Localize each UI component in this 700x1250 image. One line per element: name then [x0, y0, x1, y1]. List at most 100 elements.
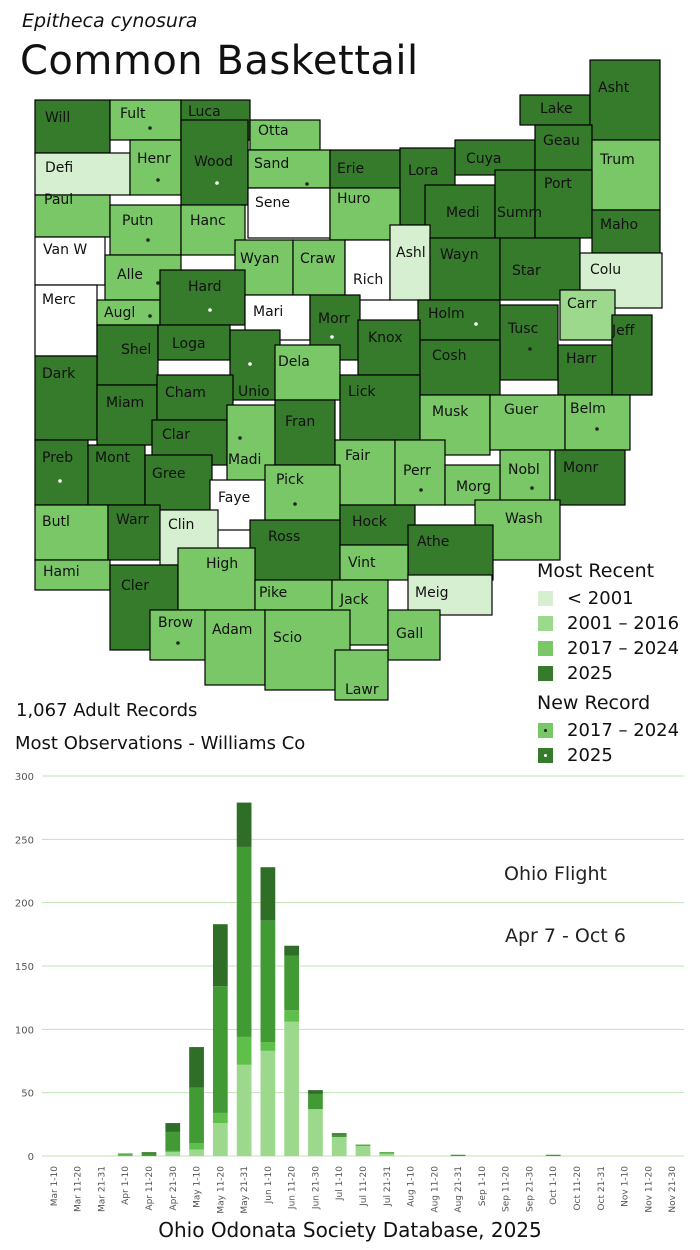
legend-swatch [538, 666, 553, 681]
county-label-van-w: Van W [43, 242, 87, 258]
legend: < 2001 2001 – 2016 2017 – 2024 2025 [538, 586, 679, 686]
county-label-sand: Sand [254, 156, 289, 172]
county-label-cham: Cham [165, 385, 206, 401]
bar-segment [212, 924, 228, 987]
legend-item: 2025 [538, 661, 679, 686]
x-tick-label: Mar 21-31 [97, 1166, 107, 1212]
county-sand [247, 149, 331, 189]
most-observations: Most Observations - Williams Co [15, 733, 306, 754]
county-label-preb: Preb [42, 450, 73, 466]
county-label-carr: Carr [567, 296, 597, 312]
county-lake [519, 94, 591, 126]
bar-segment [260, 1042, 276, 1051]
legend-label: < 2001 [567, 588, 634, 609]
county-label-brow: Brow [158, 615, 193, 631]
county-morg [444, 464, 501, 506]
county-trum [591, 139, 661, 211]
county-label-erie: Erie [337, 161, 364, 177]
x-tick-label: Apr 1-10 [121, 1166, 131, 1205]
bar-segment [284, 1010, 300, 1022]
x-tick-label: Nov 1-10 [621, 1166, 631, 1207]
bar-segment [331, 1134, 347, 1137]
county-label-hock: Hock [352, 514, 388, 530]
county-label-perr: Perr [403, 463, 431, 479]
county-warr [107, 504, 161, 561]
legend-item: 2001 – 2016 [538, 611, 679, 636]
county-fair [334, 439, 396, 506]
county-label-ashl: Ashl [396, 245, 426, 261]
x-tick-label: Oct 1-10 [549, 1166, 559, 1205]
bar-segment [212, 1123, 228, 1156]
bar-segment [165, 1150, 181, 1153]
county-layer [34, 59, 663, 701]
county-label-clar: Clar [162, 427, 190, 443]
county-jeff [611, 314, 653, 396]
x-tick-label: May 21-31 [240, 1166, 250, 1214]
bar-segment [141, 1153, 157, 1156]
bar-segment [165, 1123, 181, 1132]
new-record-dot-nobl [530, 486, 534, 490]
x-tick-label: Apr 21-30 [169, 1166, 179, 1211]
bar-segment [260, 1050, 276, 1156]
scientific-name: Epitheca cynosura [22, 10, 198, 32]
county-port [534, 169, 593, 239]
common-name-title: Common Baskettail [20, 38, 419, 84]
county-cosh [419, 339, 501, 396]
county-label-hanc: Hanc [190, 213, 226, 229]
county-label-wash: Wash [505, 511, 543, 527]
county-meig [407, 574, 493, 616]
county-hami [34, 559, 111, 591]
county-label-dela: Dela [278, 354, 310, 370]
bar-segment [189, 1149, 204, 1156]
county-label-musk: Musk [432, 404, 469, 420]
county-label-cosh: Cosh [432, 348, 467, 364]
county-ashl [389, 224, 431, 301]
county-label-otta: Otta [258, 123, 289, 139]
new-record-dot-augl [148, 314, 152, 318]
county-label-gall: Gall [396, 626, 423, 642]
county-label-morr: Morr [318, 311, 350, 327]
county-label-holm: Holm [428, 306, 465, 322]
bar-segment [236, 1036, 252, 1065]
county-label-pick: Pick [276, 472, 305, 488]
legend-dot-icon [544, 754, 547, 757]
legend-item: 2017 – 2024 [538, 718, 679, 743]
legend-swatch [538, 748, 553, 763]
county-gall [387, 609, 441, 661]
county-nobl [499, 449, 551, 506]
new-record-dot-preb [58, 479, 62, 483]
county-label-warr: Warr [116, 512, 149, 528]
county-wood [180, 119, 249, 206]
county-label-hard: Hard [188, 279, 222, 295]
county-label-belm: Belm [570, 401, 606, 417]
county-label-asht: Asht [598, 80, 630, 96]
county-label-cler: Cler [121, 578, 149, 594]
county-label-fult: Fult [120, 106, 146, 122]
bar-segment [165, 1152, 181, 1156]
x-tick-label: Apr 11-20 [145, 1166, 155, 1211]
county-sene [247, 187, 331, 239]
chart-gridlines: 0 50 100 150 200 250 300 [15, 772, 684, 1163]
bar-segment [260, 920, 276, 1042]
chart-annotation-title: Ohio Flight [504, 863, 607, 885]
x-tick-label: Jun 11-20 [288, 1166, 298, 1210]
bar-segment [189, 1143, 204, 1150]
county-label-guer: Guer [504, 402, 538, 418]
legend-label: 2001 – 2016 [567, 613, 680, 634]
bar-segment [236, 846, 252, 1037]
county-label-high: High [206, 556, 238, 572]
y-tick-label: 250 [15, 835, 34, 846]
county-label-paul: Paul [44, 192, 73, 208]
new-record-dot-hard [208, 308, 212, 312]
x-tick-label: Jul 1-10 [335, 1166, 345, 1201]
county-rich [344, 239, 391, 301]
bar-segment [260, 867, 276, 921]
county-label-mari: Mari [253, 304, 283, 320]
bar-segment [308, 1090, 323, 1094]
county-label-henr: Henr [137, 151, 171, 167]
county-asht [589, 59, 661, 141]
county-geau [534, 124, 593, 171]
county-label-wood: Wood [194, 154, 233, 170]
record-count: 1,067 Adult Records [16, 700, 198, 721]
bar-segment [355, 1144, 371, 1146]
